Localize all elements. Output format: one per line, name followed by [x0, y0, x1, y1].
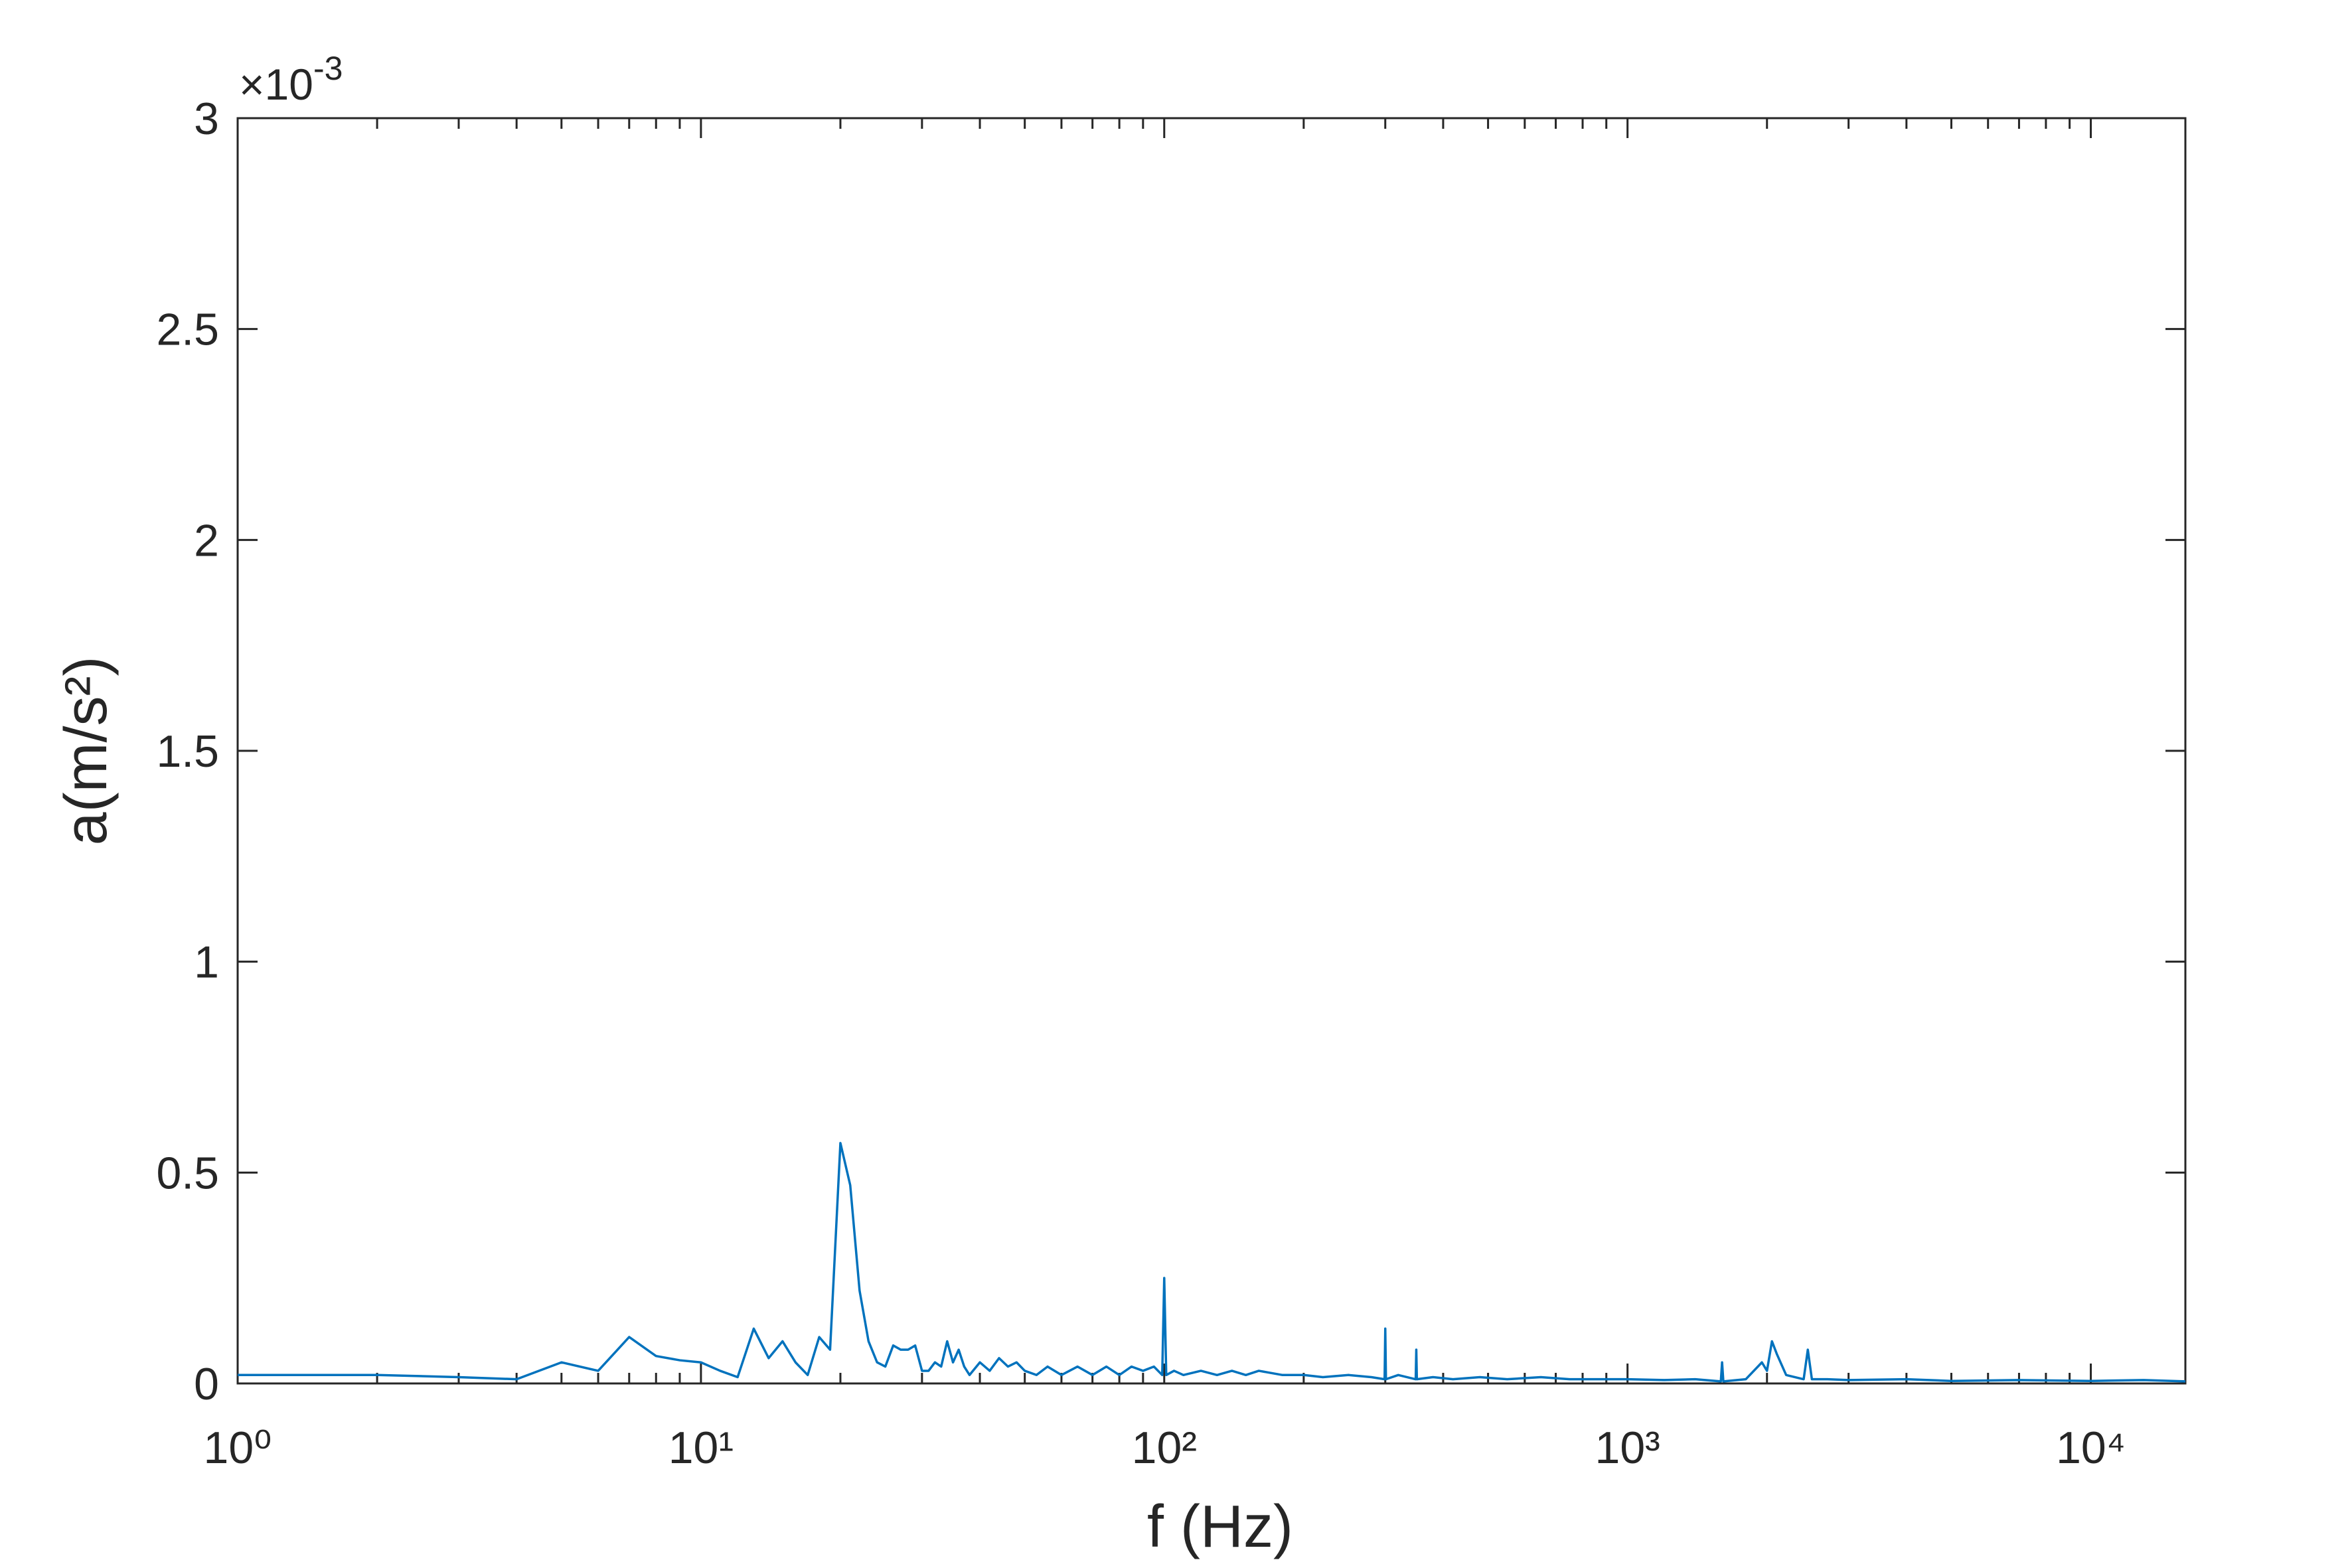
data-line [238, 1142, 2186, 1383]
x-tick-label: 10¹ [668, 1423, 734, 1473]
y-tick-label: 0 [194, 1359, 219, 1409]
x-tick-label: 10² [1132, 1423, 1197, 1473]
x-axis-label: f (Hz) [1147, 1494, 1293, 1560]
y-tick-label: 0.5 [156, 1148, 219, 1198]
y-multiplier-base: ×10 [239, 60, 313, 109]
y-axis-label: a(m/s²) [53, 657, 119, 846]
y-tick-label: 3 [194, 94, 219, 144]
y-tick-label: 1.5 [156, 726, 219, 777]
y-multiplier-power: -3 [313, 50, 343, 87]
y-multiplier: ×10-3 [239, 50, 343, 109]
y-tick-label: 2 [194, 515, 219, 566]
x-tick-label: 10³ [1595, 1423, 1660, 1473]
y-tick-label: 1 [194, 937, 219, 988]
y-tick-label: 2.5 [156, 305, 219, 355]
x-tick-label: 10⁴ [2056, 1423, 2126, 1473]
x-tick-label: 10⁰ [204, 1423, 272, 1473]
